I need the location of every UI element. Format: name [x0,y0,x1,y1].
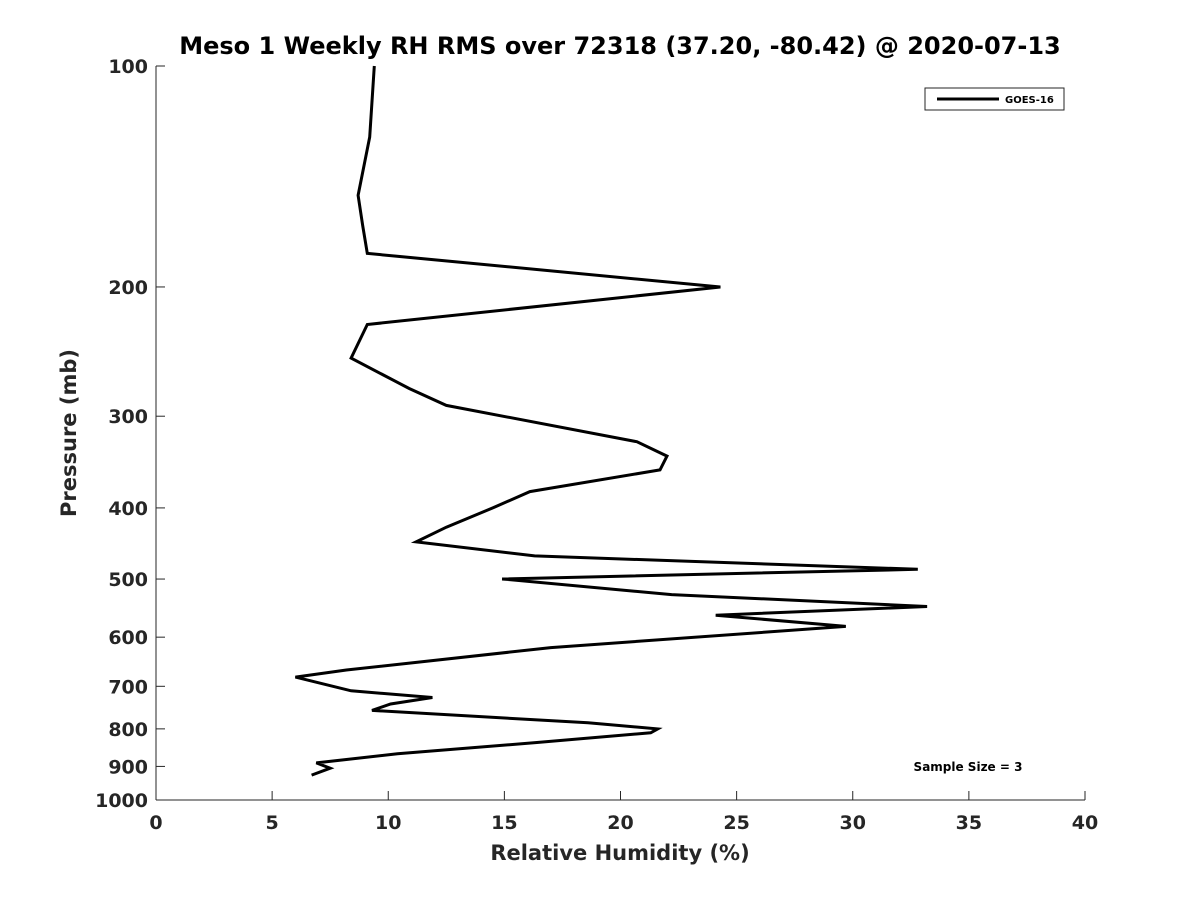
x-tick-label: 25 [723,812,749,834]
y-tick-label: 900 [108,756,148,778]
y-tick-label: 800 [108,719,148,741]
x-tick-label: 0 [149,812,162,834]
y-tick-label: 200 [108,277,148,299]
y-tick-label: 600 [108,627,148,649]
x-tick-label: 20 [607,812,633,834]
x-axis-label: Relative Humidity (%) [490,841,749,865]
y-tick-label: 700 [108,676,148,698]
legend-label-goes-16: GOES-16 [1005,95,1054,106]
y-tick-label: 400 [108,498,148,520]
y-tick-label: 100 [108,56,148,78]
series-line-goes-16 [295,65,928,777]
x-tick-label: 40 [1072,812,1098,834]
y-ticks: 100 200 300 400 500 600 700 800 900 1000 [95,56,165,812]
x-tick-label: 15 [491,812,517,834]
x-ticks: 0 5 10 15 20 25 30 35 40 [149,791,1098,834]
x-tick-label: 5 [266,812,279,834]
sample-size-annotation: Sample Size = 3 [914,760,1023,774]
x-tick-label: 35 [956,812,982,834]
legend: GOES-16 [924,87,1065,111]
chart-title: Meso 1 Weekly RH RMS over 72318 (37.20, … [179,32,1061,60]
y-tick-label: 1000 [95,790,148,812]
y-tick-label: 300 [108,406,148,428]
y-tick-label: 500 [108,569,148,591]
x-tick-label: 30 [840,812,866,834]
series-layer [295,65,928,777]
y-axis-label: Pressure (mb) [57,349,81,517]
x-tick-label: 10 [375,812,401,834]
